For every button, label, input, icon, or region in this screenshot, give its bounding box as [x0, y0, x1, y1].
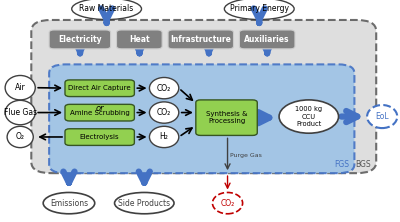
- Text: Emissions: Emissions: [50, 199, 88, 208]
- Ellipse shape: [5, 100, 35, 125]
- FancyBboxPatch shape: [168, 30, 234, 49]
- Text: FGS: FGS: [334, 160, 349, 169]
- Text: Raw Materials: Raw Materials: [80, 4, 134, 13]
- Text: Side Products: Side Products: [118, 199, 170, 208]
- Text: Purge Gas: Purge Gas: [230, 153, 262, 158]
- Text: or: or: [96, 104, 104, 113]
- Text: Electricity: Electricity: [58, 35, 102, 44]
- Text: O₂: O₂: [16, 133, 25, 141]
- Ellipse shape: [150, 77, 179, 99]
- FancyBboxPatch shape: [49, 30, 110, 49]
- FancyBboxPatch shape: [65, 80, 134, 97]
- Text: CO₂: CO₂: [157, 84, 171, 93]
- FancyBboxPatch shape: [49, 64, 354, 173]
- Text: EoL: EoL: [375, 112, 389, 121]
- Ellipse shape: [72, 0, 142, 20]
- Text: Infrastructure: Infrastructure: [170, 35, 231, 44]
- Ellipse shape: [7, 126, 33, 148]
- FancyBboxPatch shape: [240, 30, 295, 49]
- Ellipse shape: [224, 0, 294, 20]
- Text: Amine Scrubbing: Amine Scrubbing: [70, 110, 130, 116]
- Ellipse shape: [150, 126, 179, 148]
- Text: CO₂: CO₂: [220, 199, 235, 208]
- FancyBboxPatch shape: [65, 129, 134, 145]
- Text: Heat: Heat: [129, 35, 150, 44]
- Text: Air: Air: [15, 83, 26, 92]
- Text: Electrolysis: Electrolysis: [80, 134, 120, 140]
- Text: Primary Energy: Primary Energy: [230, 4, 289, 13]
- Text: Direct Air Capture: Direct Air Capture: [68, 85, 131, 91]
- FancyBboxPatch shape: [31, 20, 376, 173]
- Text: BGS: BGS: [356, 160, 371, 169]
- FancyBboxPatch shape: [196, 100, 257, 135]
- Text: Flue Gas: Flue Gas: [4, 108, 37, 117]
- FancyBboxPatch shape: [116, 30, 162, 49]
- FancyBboxPatch shape: [65, 104, 134, 121]
- Ellipse shape: [150, 102, 179, 123]
- Ellipse shape: [43, 192, 95, 214]
- Circle shape: [279, 100, 338, 133]
- Text: 1000 kg
CCU
Product: 1000 kg CCU Product: [295, 106, 322, 127]
- Ellipse shape: [114, 192, 174, 214]
- Ellipse shape: [212, 192, 243, 214]
- Ellipse shape: [367, 105, 397, 128]
- Text: H₂: H₂: [160, 133, 168, 141]
- Text: CO₂: CO₂: [157, 108, 171, 117]
- Text: Synthesis &
Processing: Synthesis & Processing: [206, 111, 247, 124]
- Ellipse shape: [5, 75, 35, 100]
- Text: Auxiliaries: Auxiliaries: [244, 35, 290, 44]
